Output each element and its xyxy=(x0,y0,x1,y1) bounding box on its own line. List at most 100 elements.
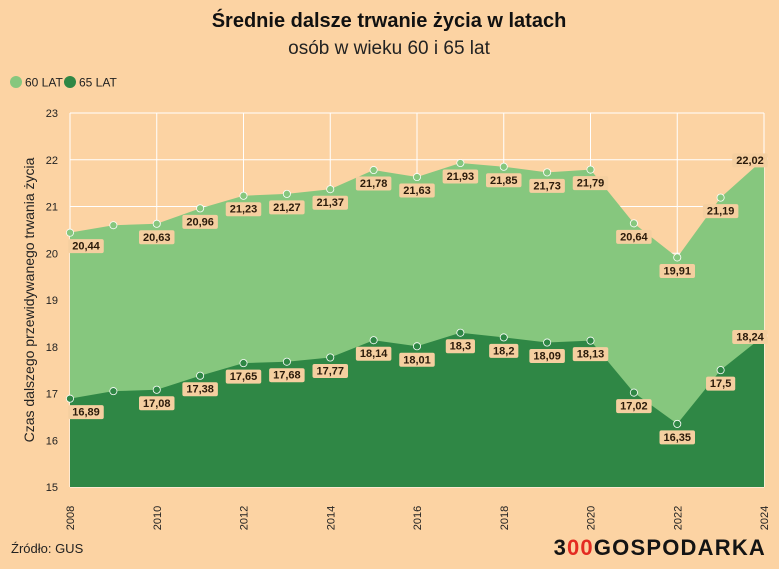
data-point-65 xyxy=(586,336,595,345)
data-label-box-65 xyxy=(732,330,768,345)
data-point-65 xyxy=(412,342,421,351)
data-label-60: 22,02 xyxy=(732,153,768,168)
data-label-text-65: 18,24 xyxy=(736,332,764,344)
data-label-text-60: 20,64 xyxy=(620,231,648,243)
x-tick-label: 2010 xyxy=(152,506,164,530)
data-point-65 xyxy=(629,388,638,397)
data-label-60: 19,91 xyxy=(659,263,695,278)
data-label-65: 16,89 xyxy=(68,405,104,420)
data-point-60 xyxy=(586,165,595,174)
legend-label-60: 60 LAT xyxy=(25,76,63,90)
data-label-text-60: 21,37 xyxy=(316,197,344,209)
data-label-60: 21,63 xyxy=(399,183,435,198)
data-label-text-60: 21,27 xyxy=(273,202,301,214)
y-tick-label: 21 xyxy=(46,202,58,214)
data-label-text-60: 20,44 xyxy=(72,241,100,253)
data-label-text-65: 17,38 xyxy=(186,384,214,396)
y-tick-label: 19 xyxy=(46,295,58,307)
x-tick-label: 2022 xyxy=(672,506,684,530)
source-note: Źródło: GUS xyxy=(11,541,84,556)
chart-subtitle: osób w wieku 60 i 65 lat xyxy=(288,38,490,59)
data-label-box-60 xyxy=(659,263,695,278)
data-label-box-60 xyxy=(702,204,739,219)
data-label-60: 20,44 xyxy=(68,239,104,254)
data-point-60 xyxy=(152,219,161,228)
data-label-text-65: 18,09 xyxy=(533,351,561,363)
data-label-box-60 xyxy=(355,176,392,191)
data-point-60 xyxy=(66,228,75,237)
data-label-box-60 xyxy=(269,200,305,215)
x-tick-label: 2020 xyxy=(586,506,598,530)
data-label-60: 21,27 xyxy=(269,200,305,215)
y-tick-label: 20 xyxy=(46,248,58,260)
data-label-box-60 xyxy=(486,173,522,188)
legend-marker-65 xyxy=(64,76,76,88)
data-label-text-65: 17,08 xyxy=(143,398,171,410)
data-point-60 xyxy=(412,173,421,182)
data-label-text-65: 16,35 xyxy=(663,432,691,444)
y-axis-label: Czas dalszego przewidywanego trwania życ… xyxy=(21,157,37,442)
legend-marker-60 xyxy=(10,76,22,88)
data-label-box-65 xyxy=(616,399,652,414)
data-label-text-60: 21,63 xyxy=(403,185,431,197)
data-point-65 xyxy=(456,328,465,337)
data-point-65 xyxy=(369,336,378,345)
data-label-65: 17,77 xyxy=(312,364,348,379)
plot-area: 15 16 17 18 19 20 21 22 23 2008 2010 2012 2014 2016 20… xyxy=(46,108,771,530)
data-label-60: 21,19 xyxy=(702,204,739,219)
data-label-65: 18,24 xyxy=(732,330,768,345)
data-label-box-65 xyxy=(529,349,565,364)
data-label-box-65 xyxy=(706,376,736,391)
data-point-65 xyxy=(196,371,205,380)
data-label-65: 17,02 xyxy=(616,399,652,414)
data-point-60 xyxy=(673,253,682,262)
data-label-65: 16,35 xyxy=(659,430,695,445)
data-label-box-65 xyxy=(182,382,218,397)
data-point-60 xyxy=(109,221,118,230)
data-label-text-60: 21,93 xyxy=(447,171,475,183)
data-label-box-60 xyxy=(225,202,262,217)
data-label-box-65 xyxy=(489,343,519,358)
data-label-65: 18,13 xyxy=(572,347,609,362)
data-label-text-60: 21,23 xyxy=(230,204,258,216)
data-label-text-65: 17,65 xyxy=(230,371,258,383)
data-label-60: 21,73 xyxy=(529,178,565,193)
data-label-text-60: 19,91 xyxy=(663,265,691,277)
data-label-box-60 xyxy=(442,169,479,184)
x-tick-label: 2008 xyxy=(65,506,77,530)
data-label-60: 21,85 xyxy=(486,173,522,188)
data-point-65 xyxy=(543,338,552,347)
data-label-text-65: 18,13 xyxy=(577,349,605,361)
x-tick-label: 2016 xyxy=(412,506,424,530)
legend-label-65: 65 LAT xyxy=(79,76,117,90)
data-label-60: 21,23 xyxy=(225,202,262,217)
data-label-box-65 xyxy=(225,369,262,384)
data-label-text-60: 21,73 xyxy=(533,180,561,192)
data-label-text-65: 17,68 xyxy=(273,370,301,382)
data-point-60 xyxy=(326,185,335,194)
data-label-box-65 xyxy=(399,352,435,367)
data-label-box-60 xyxy=(732,153,768,168)
data-label-65: 18,09 xyxy=(529,349,565,364)
data-point-65 xyxy=(66,394,75,403)
data-label-text-65: 18,2 xyxy=(493,345,514,357)
data-point-60 xyxy=(369,166,378,175)
data-label-box-60 xyxy=(399,183,435,198)
data-label-text-65: 16,89 xyxy=(72,407,100,419)
data-label-text-60: 21,19 xyxy=(707,206,735,218)
data-label-65: 18,2 xyxy=(489,343,519,358)
data-label-65: 18,14 xyxy=(355,346,392,361)
data-label-60: 21,78 xyxy=(355,176,392,191)
data-label-box-65 xyxy=(572,347,609,362)
data-label-box-65 xyxy=(269,368,305,383)
y-tick-label: 22 xyxy=(46,155,58,167)
data-label-text-65: 18,01 xyxy=(403,354,431,366)
data-label-60: 20,96 xyxy=(182,214,218,229)
data-label-60: 20,64 xyxy=(616,229,652,244)
data-label-60: 21,37 xyxy=(312,195,348,210)
data-label-box-65 xyxy=(68,405,104,420)
data-label-box-60 xyxy=(139,230,175,245)
x-tick-label: 2024 xyxy=(759,506,771,530)
data-label-65: 17,38 xyxy=(182,382,218,397)
